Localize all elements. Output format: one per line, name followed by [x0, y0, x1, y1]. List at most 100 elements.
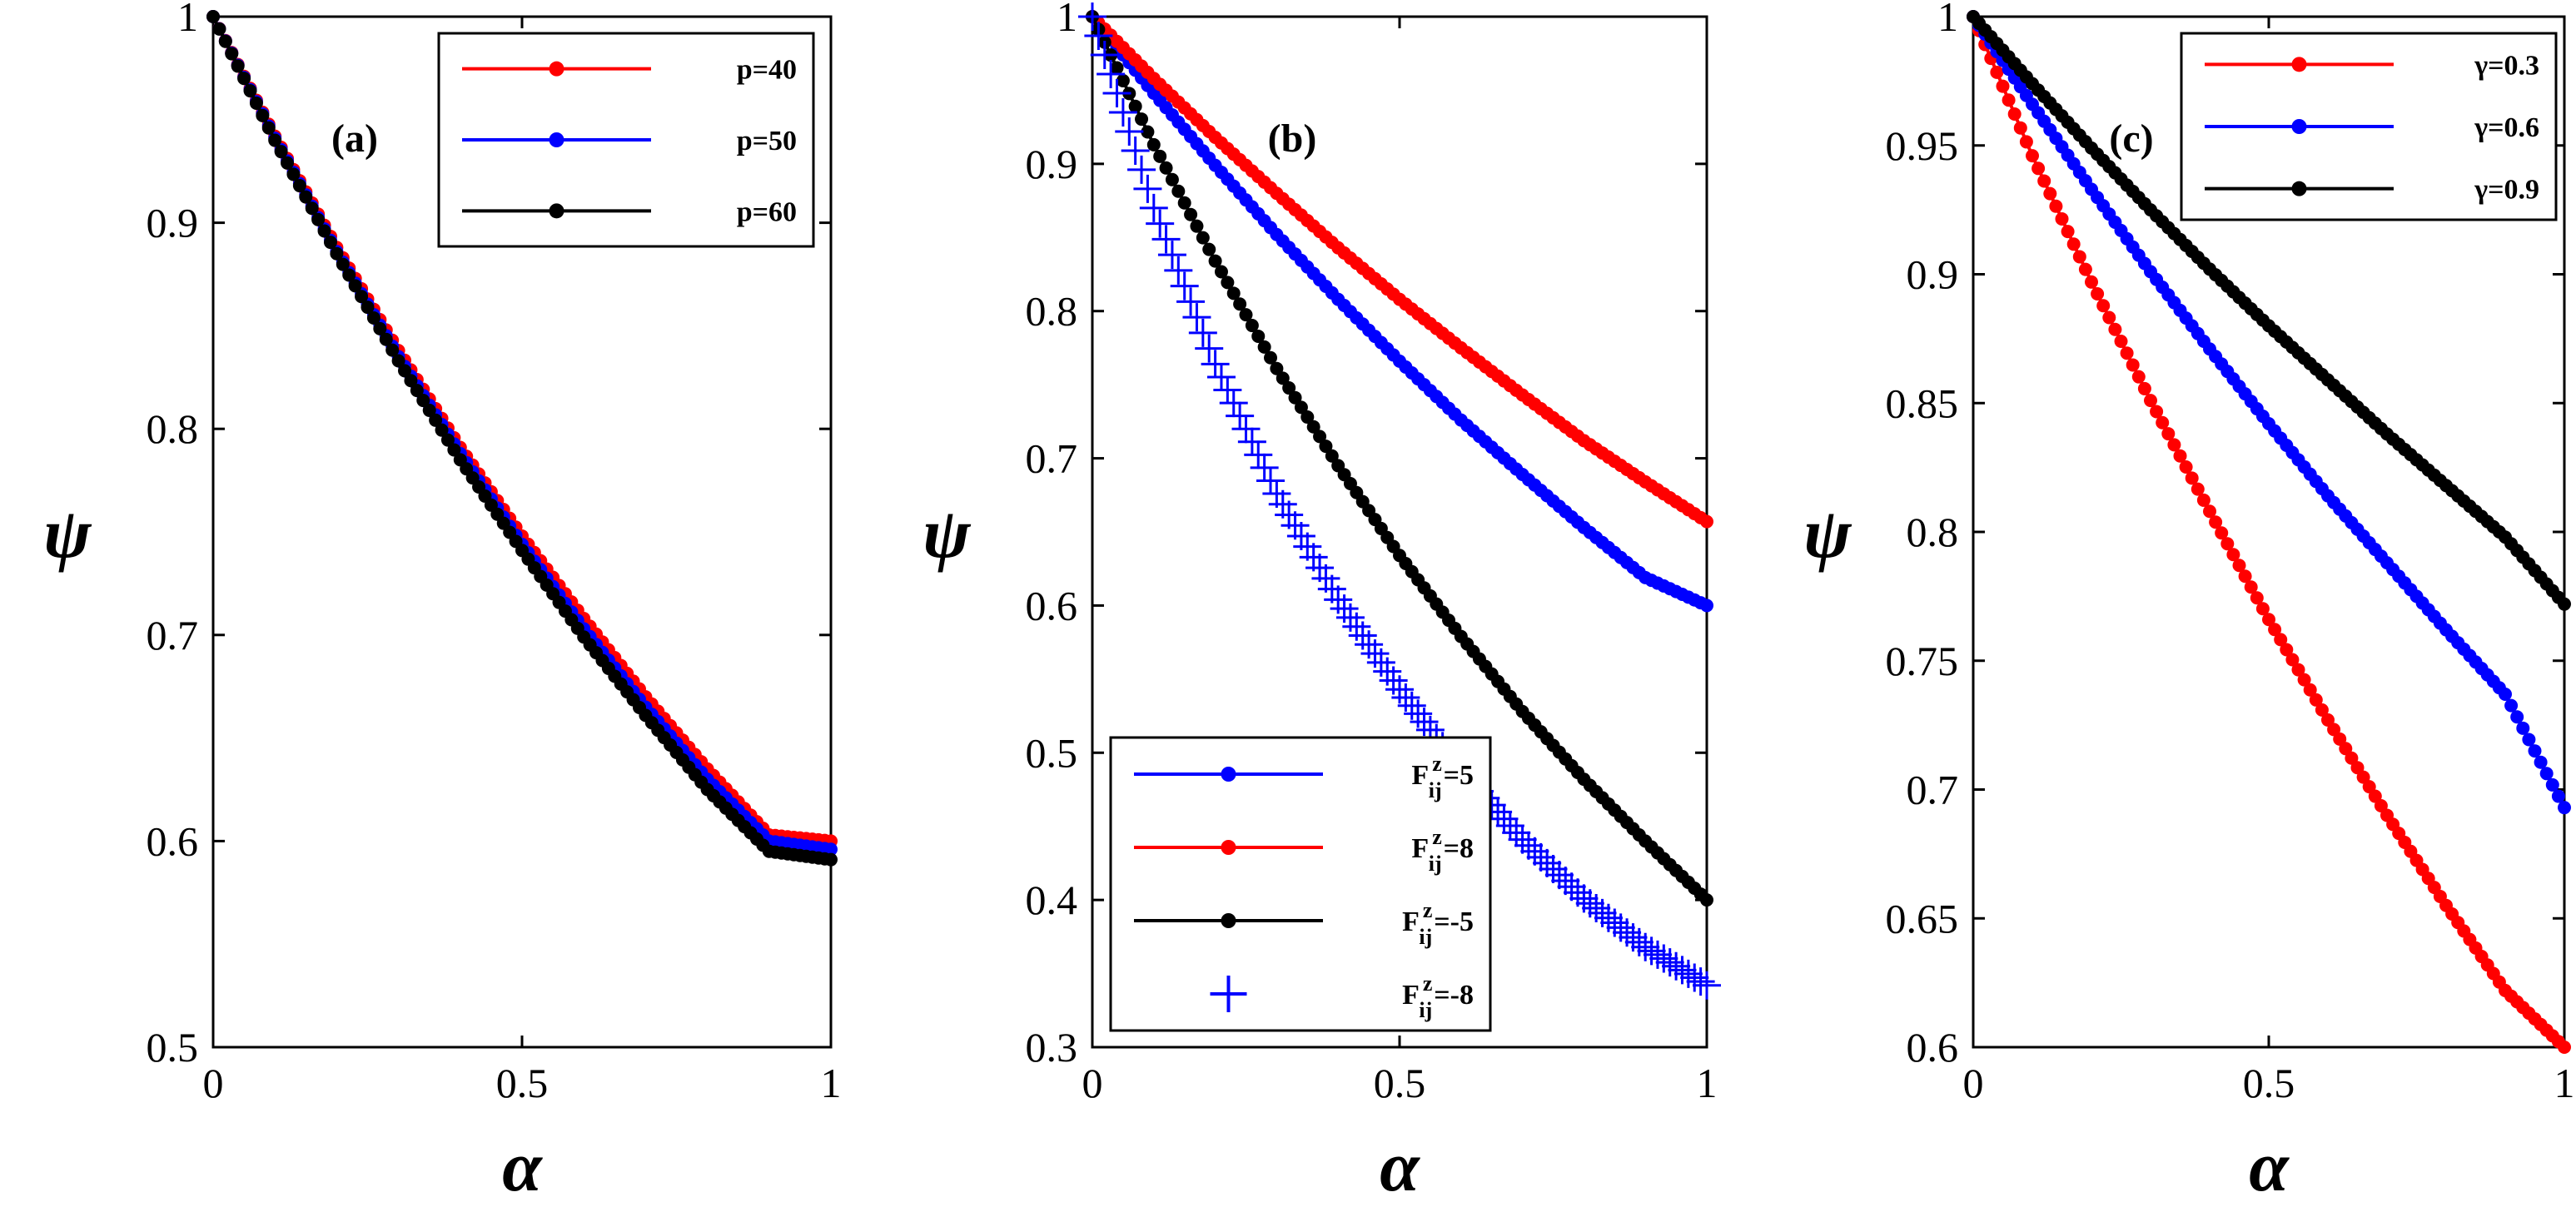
data-point	[373, 321, 387, 335]
data-point-plus	[1662, 951, 1691, 981]
data-point	[2196, 493, 2210, 507]
data-point	[2120, 346, 2134, 360]
data-point-plus	[1188, 318, 1217, 347]
legend-label-sub: ij	[1419, 925, 1432, 949]
y-tick-label: 0.4	[1026, 877, 1078, 923]
data-point	[1306, 420, 1320, 434]
y-tick-label: 0.85	[1886, 380, 1959, 426]
data-point-plus	[1090, 40, 1119, 69]
data-point	[292, 179, 306, 193]
data-point	[2055, 211, 2069, 226]
data-point	[361, 301, 375, 315]
x-tick-label: 0.5	[496, 1060, 549, 1106]
data-point	[2374, 798, 2388, 812]
data-point-plus	[1231, 415, 1261, 444]
data-point-plus	[1237, 427, 1266, 456]
data-point	[2528, 744, 2542, 758]
data-point-plus	[1244, 440, 1273, 469]
data-point-plus	[1693, 971, 1721, 1000]
data-point	[2161, 427, 2176, 441]
data-point	[2144, 394, 2157, 408]
data-point	[447, 443, 461, 457]
data-point	[330, 246, 344, 261]
data-point-plus	[1115, 117, 1144, 146]
data-point	[1141, 125, 1155, 139]
data-point	[323, 236, 337, 250]
x-tick-label: 0	[1963, 1060, 1984, 1106]
data-point	[1996, 79, 2010, 93]
data-point-plus	[1219, 389, 1248, 418]
y-tick-label: 0.6	[1026, 582, 1078, 628]
data-point	[2362, 780, 2376, 794]
data-point-plus	[1182, 303, 1211, 332]
legend-label-base: F	[1402, 906, 1420, 937]
data-point	[2297, 673, 2311, 687]
legend-label-sup: z	[1432, 825, 1442, 849]
data-point	[2215, 526, 2229, 540]
data-point-plus	[1489, 804, 1519, 833]
data-point	[1270, 361, 1284, 375]
legend-label: p=50	[737, 126, 797, 156]
data-point	[317, 224, 331, 238]
y-tick-label: 1	[1057, 0, 1077, 40]
data-point-plus	[1631, 932, 1660, 961]
data-point-plus	[1256, 466, 1286, 495]
data-point	[2085, 275, 2098, 289]
y-tick-label: 0.65	[1886, 895, 1959, 941]
legend-marker-plus	[1210, 976, 1247, 1012]
data-point	[1276, 371, 1290, 385]
data-point	[1116, 73, 1130, 87]
data-point	[2545, 777, 2559, 792]
data-point	[342, 268, 356, 282]
data-point	[225, 47, 239, 61]
data-point	[1177, 196, 1191, 210]
data-point	[2220, 537, 2235, 551]
data-point	[212, 22, 226, 36]
data-point-plus	[1397, 691, 1426, 720]
legend-label-sub: ij	[1429, 778, 1442, 802]
data-point	[299, 190, 313, 204]
data-point	[2043, 186, 2057, 201]
y-tick-label: 0.75	[1886, 638, 1959, 684]
legend-label-sup: z	[1432, 752, 1442, 776]
data-point	[2226, 548, 2240, 562]
data-point	[1319, 440, 1333, 454]
x-axis-title: α	[502, 1126, 543, 1206]
data-point	[2013, 121, 2027, 135]
data-point	[1288, 390, 1302, 405]
chart-panel-3: 0.6 0.65 0.7 0.75 0.8 0.85 0.9 0.95 1 0 0.5 1 α ψ (c) γ…	[1803, 0, 2574, 1206]
data-point	[379, 332, 393, 346]
data-point	[1221, 276, 1235, 290]
data-point	[2327, 723, 2341, 737]
data-point-plus	[1557, 872, 1586, 902]
x-axis-title: α	[1380, 1126, 1420, 1206]
data-point-plus	[1508, 825, 1537, 854]
data-point	[404, 374, 418, 388]
data-point	[2185, 471, 2199, 485]
series-line	[1091, 15, 1708, 524]
data-point	[410, 384, 424, 398]
data-point	[2061, 225, 2075, 239]
data-point-plus	[1226, 401, 1255, 430]
data-point	[2209, 515, 2223, 529]
legend-entry-2: p=50	[462, 126, 797, 156]
legend: γ=0.3 γ=0.6 γ=0.9	[2180, 32, 2558, 221]
data-point	[2255, 602, 2270, 616]
data-point	[1264, 350, 1278, 365]
chart-panel-2: 0.30.40.50.60.70.80.910 0.5 1αψ(b)F z ij=5F z…	[922, 0, 1721, 1206]
y-tick-label: 1	[1937, 0, 1958, 40]
data-point	[416, 394, 430, 408]
y-tick-label: 0.8	[1907, 509, 1959, 555]
data-point	[1190, 219, 1204, 233]
data-point	[2350, 761, 2365, 775]
y-tick-label: 1	[177, 0, 198, 40]
data-point	[1196, 231, 1210, 245]
y-axis-title: ψ	[43, 493, 92, 573]
data-point	[1202, 242, 1216, 256]
data-point	[218, 34, 232, 48]
data-point	[435, 423, 449, 437]
